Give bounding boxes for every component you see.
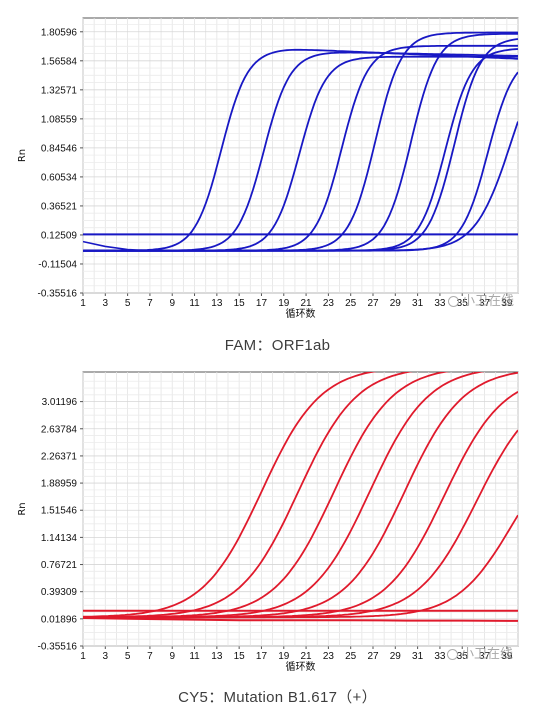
y-tick-label: 0.39309 [41,587,78,598]
y-tick-label: -0.11504 [38,259,77,270]
y-tick-label: 0.12509 [41,230,78,241]
x-tick-label: 29 [390,651,402,662]
x-tick-label: 35 [457,298,469,309]
x-tick-label: 9 [169,651,175,662]
fam-orf1ab-chart: 1 3 5 7 9 11 13 15 17 19 21 23 25 27 29 31 33 35 37 39-0.35… [17,17,519,320]
x-tick-label: 5 [125,298,131,309]
amplification-curve-10 [83,48,518,252]
watermark-text: 小卫在线 [461,647,514,662]
x-tick-label: 33 [434,298,446,309]
amplification-curve-8 [83,514,518,619]
y-tick-label: 2.26371 [41,451,78,462]
x-tick-label: 7 [147,651,153,662]
y-tick-label: -0.35516 [38,289,78,300]
x-axis-title: 循环数 [286,660,316,673]
x-tick-label: 1 [80,298,86,309]
y-tick-label: 0.01896 [41,614,78,625]
y-tick-label: 0.60534 [41,172,78,183]
x-tick-label: 21 [301,298,313,309]
x-tick-label: 19 [278,298,290,309]
x-tick-label: 25 [345,298,357,309]
x-tick-label: 37 [479,298,491,309]
x-tick-label: 21 [301,651,313,662]
y-axis-title: Rn [17,502,28,515]
x-tick-label: 19 [278,651,290,662]
x-tick-label: 39 [501,651,513,662]
x-tick-label: 31 [412,298,424,309]
y-tick-label: 3.01196 [42,397,78,408]
x-tick-label: 13 [211,651,223,662]
cy5-mutation-chart: 1 3 5 7 9 11 13 15 17 19 21 23 25 27 29 31 33 35 37 39-0.35… [17,371,519,673]
x-tick-label: 27 [367,651,379,662]
x-tick-label: 35 [457,651,469,662]
fam-chart-panel: 1 3 5 7 9 11 13 15 17 19 21 23 25 27 29 31 33 35 37 39 -0.35… [17,17,519,354]
x-tick-label: 33 [434,651,446,662]
y-tick-label: -0.35516 [38,642,78,653]
y-tick-label: 0.76721 [41,560,78,571]
x-tick-label: 29 [390,298,402,309]
x-tick-label: 13 [211,298,223,309]
x-tick-label: 11 [189,298,200,309]
x-tick-label: 11 [189,651,200,662]
y-tick-label: 1.32571 [41,85,78,96]
x-tick-label: 3 [103,651,109,662]
amplification-curve-2 [83,372,414,619]
x-tick-label: 1 [80,651,86,662]
watermark: 小卫在线 [447,643,513,662]
x-tick-label: 9 [169,298,175,309]
y-tick-label: 1.08559 [41,114,78,125]
y-tick-label: 2.63784 [41,424,78,435]
watermark-text: 小卫在线 [462,294,515,309]
y-tick-label: 1.56584 [41,56,78,67]
curves-group [83,372,518,622]
y-tick-label: 0.36521 [41,201,78,212]
y-tick-label: 0.84546 [41,143,78,154]
x-tick-label: 31 [412,651,424,662]
watermark-icon [448,296,459,307]
y-tick-label: 1.88959 [41,479,78,490]
x-tick-label: 27 [367,298,379,309]
x-axis-title: 循环数 [286,307,316,320]
x-tick-label: 25 [345,651,357,662]
x-tick-label: 23 [323,298,335,309]
flat-series-line [83,617,518,622]
x-tick-label: 15 [234,651,246,662]
y-tick-label: 1.14134 [41,533,78,544]
x-tick-label: 5 [125,651,131,662]
x-tick-label: 15 [234,298,246,309]
cy5-chart-panel: 1 3 5 7 9 11 13 15 17 19 21 23 25 27 29 31 33 35 37 39 -0.35… [0,360,555,713]
x-tick-label: 37 [479,651,491,662]
y-axis-title: Rn [17,149,28,162]
watermark-icon [447,649,458,660]
x-tick-label: 3 [103,298,109,309]
y-tick-label: 1.51546 [41,506,78,517]
x-tick-label: 17 [256,298,268,309]
fam-chart-caption: FAM：ORF1ab [224,337,331,354]
amplification-curve-1 [83,48,518,252]
x-tick-label: 7 [147,298,153,309]
curves-group [83,31,518,252]
amplification-curve-1 [83,372,377,618]
watermark: 小卫在线 [448,290,514,309]
y-tick-label: 1.80596 [41,27,78,38]
x-tick-label: 17 [256,651,268,662]
x-tick-label: 39 [501,298,513,309]
cy5-chart-caption: CY5：Mutation B1.617（+） [178,689,377,706]
x-tick-label: 23 [323,651,335,662]
